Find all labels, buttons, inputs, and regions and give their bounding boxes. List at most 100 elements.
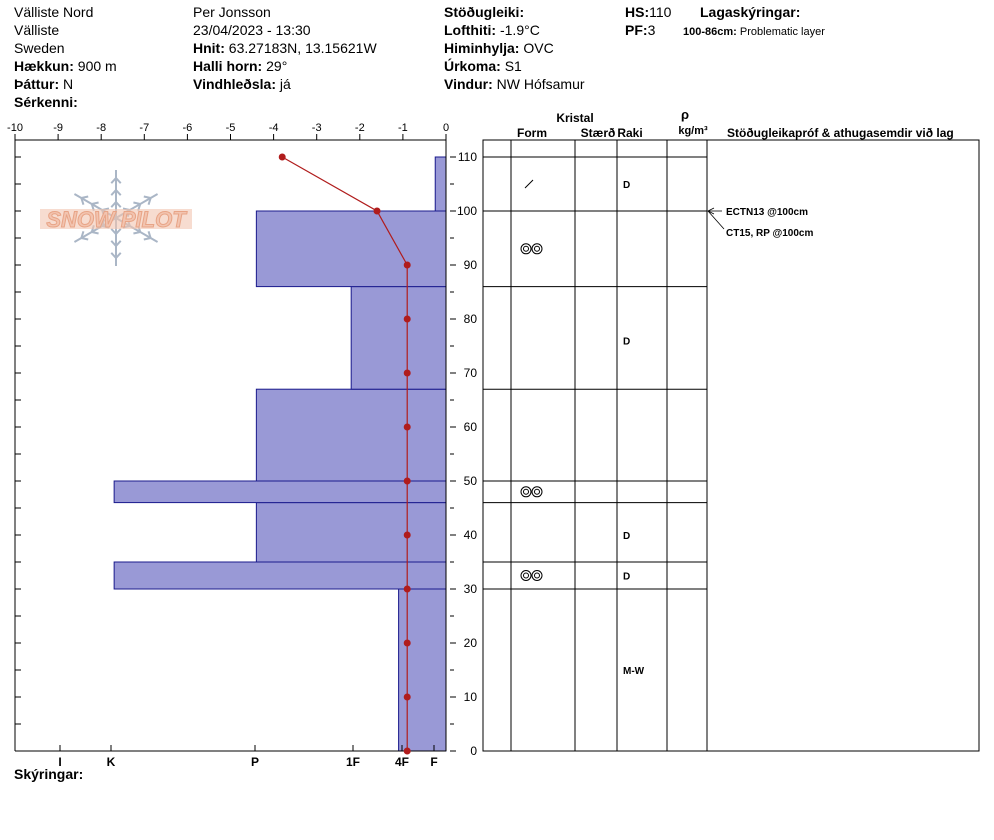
temperature-point <box>403 315 411 323</box>
temp-tick-label: -4 <box>269 122 279 134</box>
coords-field: Hnit: 63.27183N, 13.15621W <box>193 40 377 56</box>
hardness-tick-label: 1F <box>346 755 360 769</box>
hardness-bar <box>398 588 447 752</box>
temp-tick-label: -9 <box>53 122 63 134</box>
precip-value: S1 <box>504 58 522 74</box>
temperature-point <box>373 207 381 215</box>
melt-form-icon <box>520 570 532 581</box>
snowflake-barb <box>143 237 151 241</box>
layer-note-text: Problematic layer <box>739 26 825 38</box>
air-temp-value: -1.9°C <box>499 22 540 38</box>
snowflake-barb <box>81 237 89 241</box>
hs-field: HS:110 <box>625 4 671 20</box>
column-header-tests: Stöðugleikapróf & athugasemdir við lag <box>727 126 954 140</box>
slope-field: Halli horn: 29° <box>193 58 287 74</box>
depth-tick-label: 100 <box>457 204 477 218</box>
column-header-kristal: Kristal <box>556 111 593 125</box>
snowflake-barb <box>110 228 117 235</box>
depth-tick-label: 90 <box>464 258 478 272</box>
air-temp-label: Lofthiti: <box>444 22 497 38</box>
hardness-bar <box>113 561 447 590</box>
snowflake-barb <box>110 240 117 247</box>
moisture-label: D <box>623 572 630 583</box>
pf-label: PF: <box>625 22 648 38</box>
slope-value: 29° <box>266 58 288 74</box>
column-header-rho: ρ <box>681 107 689 122</box>
temp-tick-label: -8 <box>96 122 106 134</box>
arrow-icon <box>707 207 715 215</box>
hardness-bar <box>113 480 447 504</box>
hardness-tick-label: 4F <box>395 755 409 769</box>
temp-tick-label: -7 <box>139 122 149 134</box>
snowflake-barb <box>143 195 151 199</box>
wind-loading-field: Vindhleðsla: já <box>193 76 291 92</box>
hardness-bar <box>434 156 447 212</box>
precip-label: Úrkoma: <box>444 58 501 74</box>
stability-test-label: ECTN13 @100cm <box>726 207 808 218</box>
sky-label: Himinhylja: <box>444 40 520 56</box>
layer-notes-label: Lagaskýringar: <box>700 4 801 20</box>
hs-label: HS: <box>625 4 650 20</box>
hardness-tick-label: F <box>430 755 437 769</box>
melt-form-icon <box>523 488 529 495</box>
coords-label: Hnit: <box>193 40 225 56</box>
depth-tick-label: 10 <box>464 690 478 704</box>
temperature-point <box>403 747 411 755</box>
chart-frame: -10 -9 -8 -7 -6 -5 -4 -3 -2 -1 0I K P 1F 4F F0102030405… <box>7 122 477 769</box>
moisture-label: D <box>623 337 630 348</box>
depth-tick-label: 70 <box>464 366 478 380</box>
hardness-layers <box>113 156 447 752</box>
snowflake-barb <box>115 240 122 247</box>
snowflake-barb <box>110 177 117 184</box>
snowflake-barb <box>115 252 122 259</box>
snowflake-barb <box>81 195 89 199</box>
temperature-point <box>403 693 411 701</box>
hardness-bar <box>255 502 447 563</box>
moisture-label: M-W <box>623 666 645 677</box>
melt-form-icon <box>534 245 540 252</box>
temperature-point <box>403 261 411 269</box>
wind-field: Vindur: NW Hófsamur <box>444 76 585 92</box>
snowflake-barb <box>147 197 152 205</box>
sky-field: Himinhylja: OVC <box>444 40 554 56</box>
temp-tick-label: -6 <box>183 122 193 134</box>
logo-band <box>40 209 192 229</box>
hardness-bar <box>255 210 447 288</box>
pf-value: 3 <box>647 22 656 38</box>
temperature-point <box>403 639 411 647</box>
snowflake-barb <box>115 177 122 184</box>
elevation-field: Hækkun: 900 m <box>14 58 117 74</box>
table-frame <box>482 139 980 752</box>
coords-value: 63.27183N, 13.15621W <box>228 40 377 56</box>
hardness-tick-label: I <box>58 755 61 769</box>
depth-tick-label: 80 <box>464 312 478 326</box>
snowflake-barb <box>91 201 99 205</box>
hardness-bar <box>255 388 447 482</box>
melt-form-icon <box>534 488 540 495</box>
snowflake-barb <box>115 228 122 235</box>
hs-value: 110 <box>649 4 672 20</box>
elevation-value: 900 m <box>77 58 117 74</box>
aspect-field: Þáttur: N <box>14 76 73 92</box>
temp-tick-label: 0 <box>443 122 449 134</box>
temperature-point <box>403 585 411 593</box>
temperature-point <box>403 369 411 377</box>
depth-tick-label: 60 <box>464 420 478 434</box>
hardness-bar <box>350 286 447 390</box>
melt-form-icon <box>531 486 543 498</box>
hardness-tick-label: P <box>251 755 259 769</box>
depth-tick-label: 30 <box>464 582 478 596</box>
column-header-staerd: Stærð <box>581 126 616 140</box>
wind-loading-value: já <box>279 76 291 92</box>
temperature-point <box>278 153 286 161</box>
snowflake-barb <box>110 252 117 259</box>
temp-tick-label: -10 <box>7 122 23 134</box>
temperature-point <box>403 423 411 431</box>
depth-tick-label: 0 <box>470 744 477 758</box>
melt-form-icon <box>523 572 529 579</box>
pf-field: PF:3 <box>625 22 655 38</box>
snowflake-barb <box>91 231 99 235</box>
precip-particle-icon <box>524 179 534 189</box>
observation-datetime: 23/04/2023 - 13:30 <box>193 22 311 38</box>
